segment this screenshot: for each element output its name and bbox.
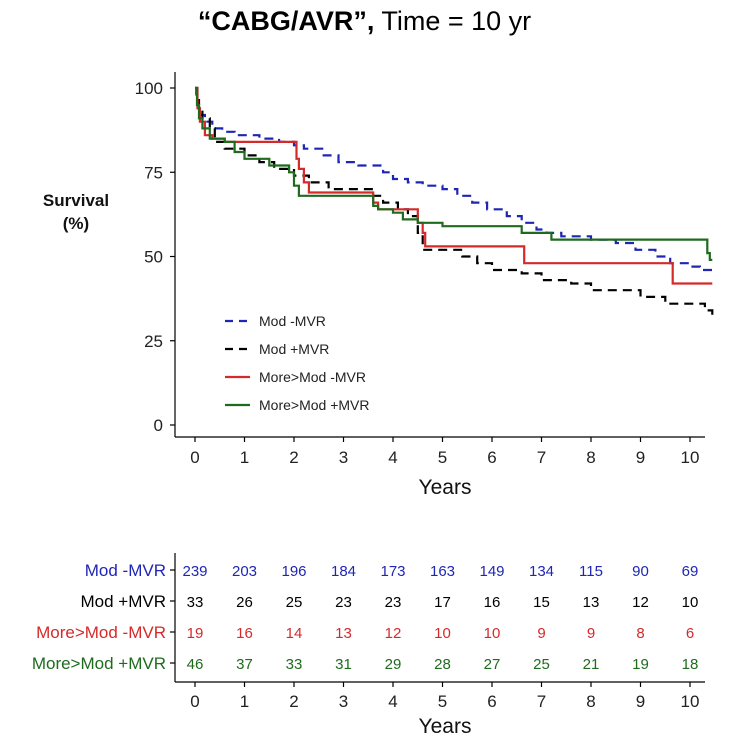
table-cell: 10 [434, 625, 451, 642]
table-cell: 33 [286, 656, 303, 673]
series-line-3 [195, 86, 713, 285]
table-cell: 26 [236, 594, 253, 611]
table-cell: 31 [335, 656, 352, 673]
y-axis-label-line2: (%) [63, 214, 89, 233]
table-cell: 163 [430, 563, 455, 580]
x-tick-label: 9 [636, 448, 645, 467]
table-cell: 33 [187, 594, 204, 611]
y-tick-label: 100 [135, 79, 163, 98]
table-cell: 25 [286, 594, 303, 611]
table-cell: 19 [632, 656, 649, 673]
table-cell: 19 [187, 625, 204, 642]
table-cell: 9 [587, 625, 595, 642]
table-row-label-3: More>Mod -MVR [36, 623, 166, 642]
legend-label-4: More>Mod +MVR [259, 397, 369, 413]
x-tick-label: 5 [438, 448, 447, 467]
x-tick-label: 8 [586, 448, 595, 467]
table-cell: 27 [484, 656, 501, 673]
y-tick-label: 50 [144, 248, 163, 267]
table-x-tick-label: 10 [681, 692, 700, 711]
table-row-label-1: Mod -MVR [85, 561, 166, 580]
table-cell: 173 [380, 563, 405, 580]
series-line-2 [195, 86, 714, 318]
table-cell: 134 [529, 563, 554, 580]
table-x-axis-label: Years [419, 715, 472, 738]
x-tick-label: 3 [339, 448, 348, 467]
table-cell: 10 [682, 594, 699, 611]
table-cell: 29 [385, 656, 402, 673]
x-axis-label: Years [419, 476, 472, 499]
table-cell: 90 [632, 563, 649, 580]
x-tick-label: 6 [487, 448, 496, 467]
table-x-tick-label: 4 [388, 692, 397, 711]
table-x-tick-label: 0 [190, 692, 199, 711]
table-x-tick-label: 2 [289, 692, 298, 711]
table-cell: 17 [434, 594, 451, 611]
table-cell: 9 [537, 625, 545, 642]
table-cell: 203 [232, 563, 257, 580]
table-cell: 37 [236, 656, 253, 673]
table-cell: 13 [583, 594, 600, 611]
x-tick-label: 10 [681, 448, 700, 467]
legend-label-1: Mod -MVR [259, 313, 326, 329]
table-cell: 16 [236, 625, 253, 642]
table-cell: 196 [281, 563, 306, 580]
table-x-tick-label: 8 [586, 692, 595, 711]
y-axis-label-line1: Survival [43, 191, 109, 210]
x-tick-label: 2 [289, 448, 298, 467]
table-cell: 10 [484, 625, 501, 642]
table-cell: 115 [579, 563, 603, 580]
table-cell: 8 [636, 625, 644, 642]
series-line-1 [195, 86, 713, 272]
table-x-tick-label: 1 [240, 692, 249, 711]
table-cell: 28 [434, 656, 451, 673]
y-tick-label: 25 [144, 332, 163, 351]
x-tick-label: 4 [388, 448, 397, 467]
table-x-tick-label: 6 [487, 692, 496, 711]
table-cell: 23 [335, 594, 352, 611]
table-cell: 12 [385, 625, 402, 642]
table-cell: 23 [385, 594, 402, 611]
x-tick-label: 0 [190, 448, 199, 467]
legend-label-2: Mod +MVR [259, 341, 329, 357]
table-cell: 184 [331, 563, 356, 580]
table-cell: 69 [682, 563, 699, 580]
table-cell: 14 [286, 625, 303, 642]
table-cell: 21 [583, 656, 600, 673]
table-row-label-2: Mod +MVR [81, 592, 167, 611]
chart-title-rest: Time = 10 yr [374, 6, 532, 36]
table-cell: 239 [182, 563, 207, 580]
y-tick-label: 75 [144, 163, 163, 182]
table-x-tick-label: 3 [339, 692, 348, 711]
table-cell: 6 [686, 625, 694, 642]
series-line-4 [195, 86, 713, 261]
table-x-tick-label: 5 [438, 692, 447, 711]
legend-label-3: More>Mod -MVR [259, 369, 366, 385]
chart-title: “CABG/AVR”, Time = 10 yr [0, 6, 729, 37]
table-x-tick-label: 7 [537, 692, 546, 711]
y-tick-label: 0 [154, 416, 163, 435]
x-tick-label: 1 [240, 448, 249, 467]
table-cell: 16 [484, 594, 501, 611]
table-cell: 12 [632, 594, 649, 611]
table-cell: 149 [479, 563, 504, 580]
table-cell: 18 [682, 656, 699, 673]
table-cell: 46 [187, 656, 204, 673]
table-cell: 25 [533, 656, 550, 673]
table-cell: 15 [533, 594, 550, 611]
chart-title-bold: “CABG/AVR”, [197, 6, 375, 36]
table-x-tick-label: 9 [636, 692, 645, 711]
table-row-label-4: More>Mod +MVR [32, 654, 166, 673]
x-tick-label: 7 [537, 448, 546, 467]
table-cell: 13 [335, 625, 352, 642]
